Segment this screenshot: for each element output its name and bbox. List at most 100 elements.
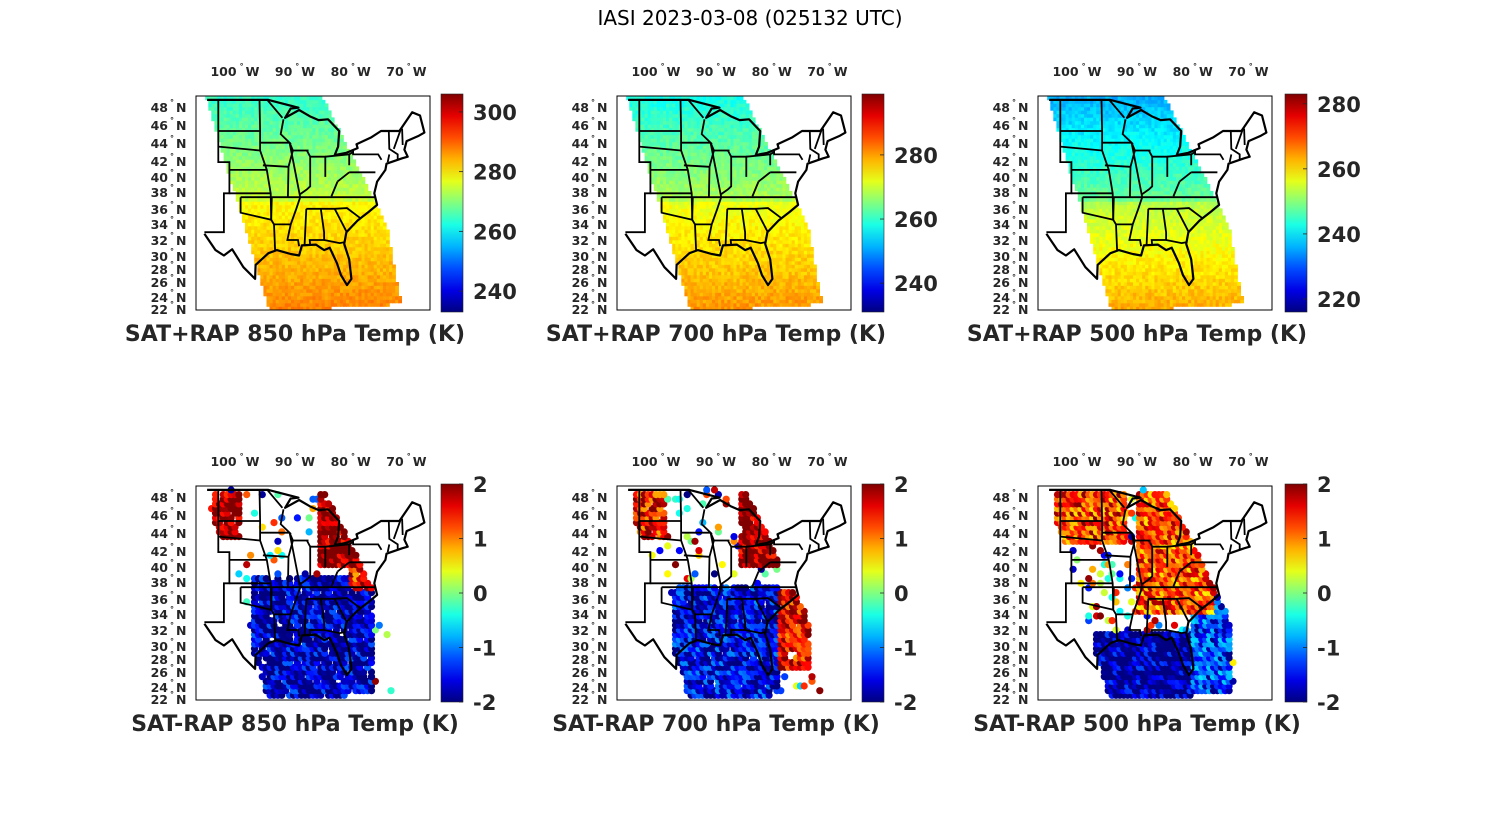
data-cell: [663, 138, 667, 143]
data-cell: [770, 299, 774, 304]
data-cell: [278, 278, 283, 283]
data-cell: [254, 261, 258, 265]
data-cell: [773, 194, 778, 199]
data-cell: [358, 176, 363, 181]
data-cell: [745, 134, 750, 139]
lat-suffix: N: [176, 262, 186, 277]
data-cell: [702, 292, 707, 297]
data-cell: [284, 208, 289, 213]
data-cell: [690, 169, 695, 174]
data-cell: [226, 131, 231, 136]
data-cell: [678, 233, 683, 237]
data-cell: [379, 240, 384, 244]
data-cell: [659, 148, 664, 153]
data-cell: [754, 233, 759, 237]
data-cell: [337, 292, 341, 297]
data-cell: [327, 201, 332, 206]
data-cell: [733, 275, 738, 279]
data-cell: [647, 155, 652, 160]
data-cell: [235, 124, 240, 129]
data-cell: [702, 233, 707, 237]
data-cell: [770, 190, 774, 195]
data-cell: [278, 271, 283, 276]
data-cell: [376, 303, 381, 307]
data-cell: [266, 271, 271, 276]
data-cell: [791, 197, 796, 202]
data-cell: [263, 257, 268, 262]
data-cell: [278, 285, 283, 290]
data-cell: [312, 187, 317, 192]
data-cell: [386, 282, 390, 286]
data-cell: [312, 159, 317, 164]
data-cell: [260, 250, 265, 255]
data-cell: [773, 190, 778, 195]
data-cell: [745, 141, 750, 146]
data-cell: [349, 166, 353, 171]
data-cell: [242, 113, 246, 118]
data-cell: [761, 180, 765, 185]
data-cell: [278, 176, 283, 181]
data-cell: [272, 180, 277, 185]
degree-symbol: °: [170, 200, 174, 209]
data-cell: [315, 254, 320, 258]
data-cell: [315, 264, 320, 269]
data-cell: [376, 226, 381, 230]
data-cell: [724, 201, 728, 206]
data-cell: [373, 289, 378, 293]
data-cell: [653, 162, 658, 167]
data-cell: [284, 243, 289, 248]
data-cell: [684, 159, 689, 164]
data-cell: [803, 282, 808, 286]
data-cell: [238, 141, 243, 146]
data-cell: [748, 127, 753, 132]
data-cell: [693, 176, 698, 181]
data-cell: [297, 124, 301, 129]
data-cell: [721, 141, 725, 146]
data-cell: [653, 124, 658, 129]
data-cell: [312, 292, 317, 297]
data-cell: [748, 306, 753, 310]
data-cell: [745, 268, 750, 272]
data-cell: [708, 183, 713, 188]
data-cell: [303, 197, 307, 202]
data-cell: [721, 261, 725, 265]
data-cell: [748, 194, 753, 199]
data-cell: [389, 268, 393, 272]
data-cell: [705, 183, 710, 188]
data-cell: [364, 268, 369, 272]
data-cell: [318, 282, 323, 286]
data-cell: [361, 278, 366, 283]
data-cell: [715, 155, 719, 160]
data-cell: [724, 145, 728, 150]
data-cell: [770, 254, 774, 258]
data-cell: [761, 261, 765, 265]
coastline: [203, 98, 426, 287]
data-cell: [278, 110, 283, 115]
data-cell: [217, 96, 222, 101]
data-cell: [693, 268, 698, 272]
data-cell: [718, 211, 722, 216]
data-cell: [788, 240, 793, 244]
data-cell: [800, 226, 805, 230]
data-cell: [266, 141, 271, 146]
data-cell: [254, 145, 258, 150]
data-cell: [678, 159, 683, 164]
data-cell: [693, 261, 698, 265]
data-cell: [708, 240, 713, 244]
data-cell: [291, 173, 295, 178]
data-cell: [797, 299, 802, 304]
data-cell: [340, 183, 344, 188]
data-cell: [770, 261, 774, 265]
data-cell: [291, 261, 295, 265]
data-cell: [761, 169, 765, 174]
data-cell: [343, 264, 347, 269]
data-cell: [324, 134, 329, 139]
data-cell: [324, 183, 329, 188]
data-cell: [782, 176, 787, 181]
data-cell: [340, 292, 344, 297]
data-cell: [797, 243, 802, 248]
data-cell: [260, 166, 265, 171]
data-cell: [306, 197, 311, 202]
data-cell: [712, 268, 716, 272]
data-cell: [272, 166, 277, 171]
